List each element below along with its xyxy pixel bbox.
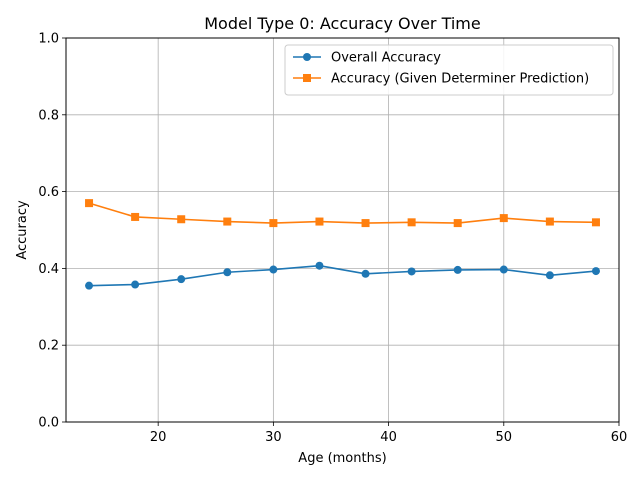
legend-marker <box>303 53 311 61</box>
data-point <box>177 275 186 284</box>
x-axis-title: Age (months) <box>298 451 386 466</box>
legend-marker <box>303 74 311 82</box>
series-2 <box>85 199 600 228</box>
series-lines <box>85 199 600 290</box>
data-point <box>453 219 462 228</box>
data-point <box>131 212 140 221</box>
data-point <box>453 265 462 274</box>
x-tick-label: 50 <box>496 430 513 445</box>
data-point <box>269 219 278 228</box>
data-point <box>499 265 508 274</box>
series-line <box>88 202 596 224</box>
data-point <box>269 265 278 274</box>
data-point <box>223 217 232 226</box>
data-point <box>545 217 554 226</box>
series-1 <box>85 261 600 290</box>
plot-frame <box>65 37 620 423</box>
x-tick-label: 40 <box>380 430 397 445</box>
legend-item: Overall Accuracy <box>293 51 441 66</box>
data-point <box>591 267 600 276</box>
data-point <box>131 280 140 289</box>
x-tick-label: 20 <box>150 430 167 445</box>
y-tick-label: 0.4 <box>38 262 59 277</box>
y-tick-label: 0.2 <box>38 339 59 354</box>
series-line <box>89 264 597 287</box>
chart-title: Model Type 0: Accuracy Over Time <box>204 14 480 33</box>
data-point <box>591 218 600 227</box>
y-tick-label: 0.0 <box>38 416 59 431</box>
data-point <box>499 214 508 223</box>
data-point <box>361 269 370 278</box>
data-point <box>85 199 94 208</box>
data-point <box>85 281 94 290</box>
axis-ticks: 20 30 40 50 60 0.0 0.2 0.4 0.6 0.8 1.0 <box>38 32 627 446</box>
data-point <box>407 218 416 227</box>
grid-lines <box>66 38 619 422</box>
legend-label: Accuracy (Given Determiner Prediction) <box>331 72 589 87</box>
legend-label: Overall Accuracy <box>331 51 441 66</box>
y-tick-label: 1.0 <box>38 32 59 47</box>
x-tick-label: 30 <box>265 430 282 445</box>
y-tick-label: 0.8 <box>38 108 59 123</box>
y-tick-label: 0.6 <box>38 185 59 200</box>
data-point <box>545 271 554 280</box>
x-tick-label: 60 <box>611 430 628 445</box>
data-point <box>177 215 186 224</box>
data-point <box>315 261 324 270</box>
data-point <box>223 268 232 277</box>
data-point <box>315 217 324 226</box>
data-point <box>407 267 416 276</box>
legend-box <box>284 44 614 96</box>
data-point <box>361 219 370 228</box>
legend: Overall Accuracy Accuracy (Given Determin… <box>284 44 614 96</box>
legend-item: Accuracy (Given Determiner Prediction) <box>293 72 589 87</box>
y-axis-title: Accuracy <box>15 200 30 260</box>
